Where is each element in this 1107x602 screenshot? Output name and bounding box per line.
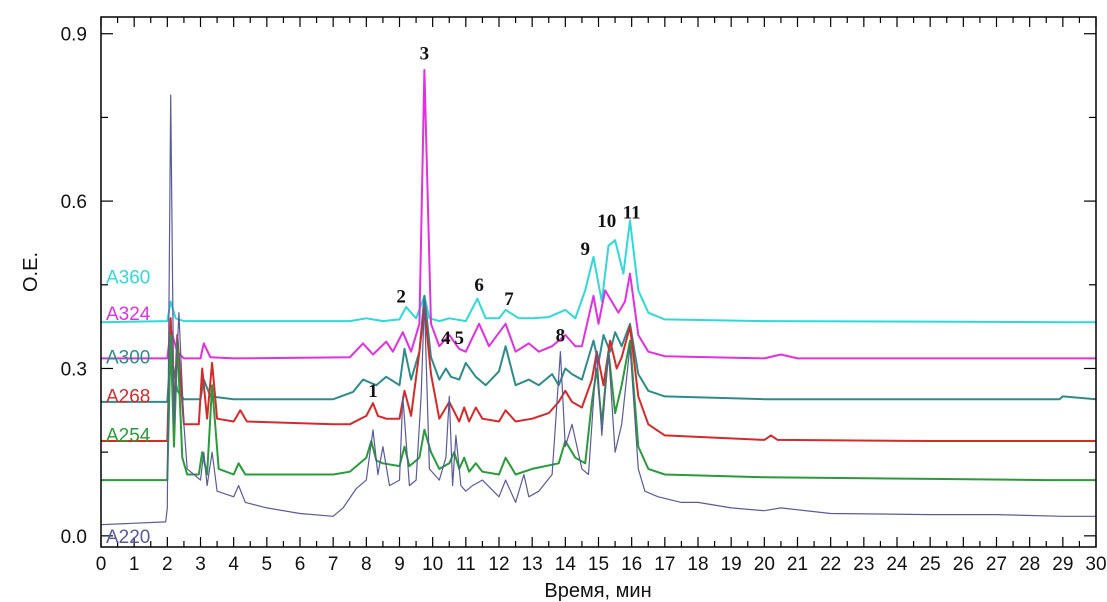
- x-tick-label: 0: [96, 554, 107, 575]
- peak-label-4: 4: [441, 328, 451, 349]
- x-tick-label: 28: [1019, 554, 1040, 575]
- x-tick-label: 24: [886, 554, 908, 575]
- x-tick-label: 3: [195, 554, 206, 575]
- x-tick-label: 17: [654, 554, 675, 575]
- x-tick-label: 18: [687, 554, 708, 575]
- x-tick-label: 26: [953, 554, 974, 575]
- y-tick-label: 0.0: [61, 527, 87, 548]
- x-tick-label: 13: [522, 554, 543, 575]
- series-label-a360: A360: [106, 268, 150, 289]
- y-tick-label: 0.6: [61, 192, 87, 213]
- series-line-a220: [100, 94, 1096, 526]
- x-tick-label: 12: [488, 554, 509, 575]
- series-labels-group: A360 A324 A300 A268 A254 A220: [106, 268, 151, 548]
- peak-label-6: 6: [474, 275, 484, 296]
- tick-labels-group: 0 1 2 3 4 5 6 7 8 9 10 11 12 13 14 15 16 17 18 19 20 21 22 23 24…: [61, 25, 1107, 575]
- series-line-a300: [101, 294, 1097, 403]
- series-line-a360: [100, 219, 1096, 324]
- peak-label-3: 3: [420, 44, 430, 65]
- peak-label-5: 5: [454, 328, 464, 349]
- y-tick-label: 0.3: [61, 359, 87, 380]
- x-tick-label: 29: [1052, 554, 1073, 575]
- peak-label-10: 10: [597, 211, 616, 232]
- series-label-a324: A324: [106, 304, 151, 325]
- y-axis-title: О.Е.: [20, 252, 42, 292]
- x-tick-label: 5: [262, 554, 273, 575]
- x-tick-label: 11: [456, 554, 476, 575]
- series-label-a300: A300: [106, 347, 150, 368]
- x-tick-label: 2: [162, 554, 173, 575]
- x-tick-label: 22: [820, 554, 841, 575]
- x-tick-label: 20: [754, 554, 775, 575]
- series-label-a268: A268: [106, 386, 150, 407]
- x-tick-label: 14: [555, 554, 577, 575]
- series-label-a254: A254: [106, 425, 151, 446]
- series-group: [100, 69, 1097, 526]
- peak-label-2: 2: [396, 286, 406, 307]
- series-line-a324: [101, 69, 1096, 360]
- peak-label-7: 7: [504, 289, 514, 310]
- x-tick-label: 4: [228, 554, 239, 575]
- x-tick-label: 6: [295, 554, 306, 575]
- x-tick-label: 21: [787, 554, 808, 575]
- x-tick-label: 1: [129, 554, 140, 575]
- x-tick-label: 15: [588, 554, 609, 575]
- peak-label-11: 11: [623, 203, 641, 224]
- x-tick-label: 9: [394, 554, 405, 575]
- peak-label-1: 1: [368, 381, 378, 402]
- x-tick-label: 8: [361, 554, 372, 575]
- x-tick-label: 7: [328, 554, 339, 575]
- x-tick-label: 16: [621, 554, 642, 575]
- x-tick-label: 25: [920, 554, 941, 575]
- x-tick-label: 27: [986, 554, 1007, 575]
- y-tick-label: 0.9: [61, 25, 87, 46]
- x-tick-label: 19: [721, 554, 742, 575]
- series-line-a268: [101, 306, 1096, 442]
- peak-label-9: 9: [580, 239, 590, 260]
- series-label-a220: A220: [106, 527, 150, 548]
- x-axis-title: Время, мин: [544, 580, 651, 602]
- x-tick-label: 23: [853, 554, 874, 575]
- x-tick-label: 10: [422, 554, 443, 575]
- x-tick-label: 30: [1085, 554, 1106, 575]
- ticks-group: [100, 17, 1097, 547]
- peak-label-8: 8: [556, 325, 566, 346]
